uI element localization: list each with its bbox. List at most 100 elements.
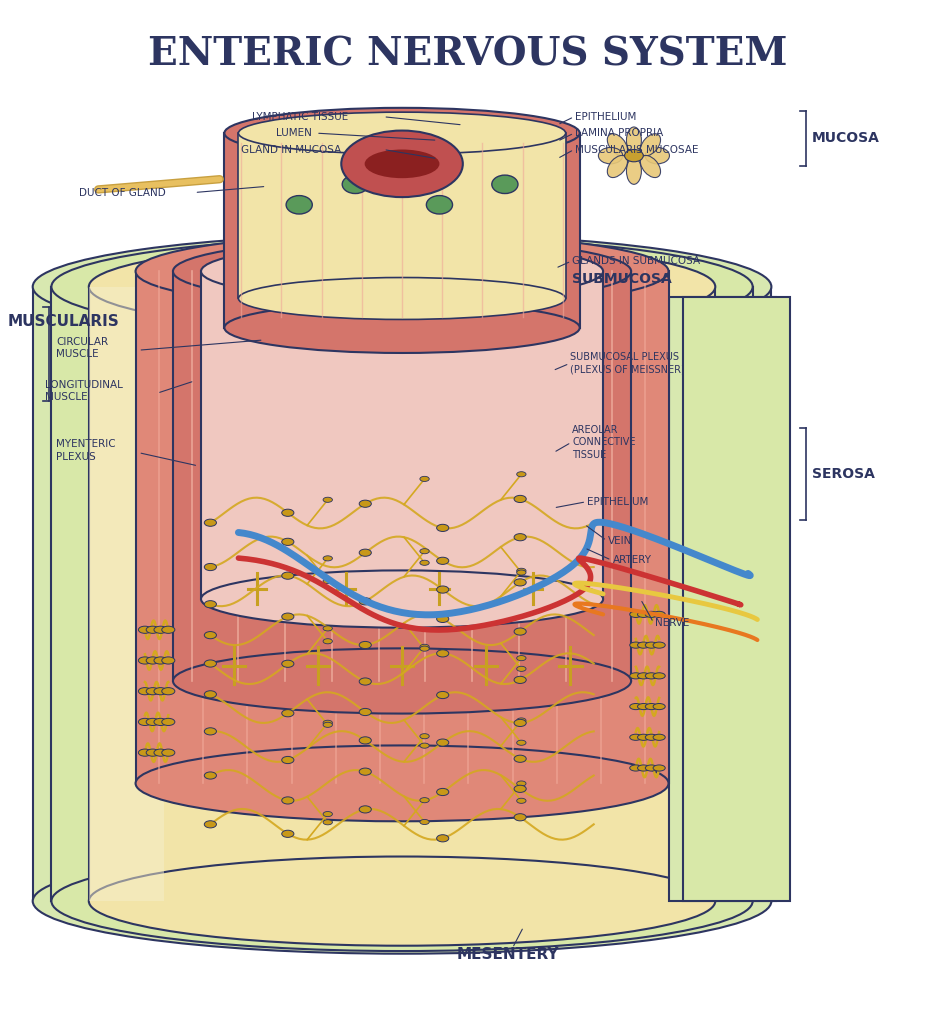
- Ellipse shape: [281, 830, 294, 838]
- Ellipse shape: [645, 765, 657, 771]
- Ellipse shape: [645, 673, 657, 679]
- Ellipse shape: [653, 611, 665, 617]
- Ellipse shape: [645, 611, 657, 617]
- Polygon shape: [51, 287, 753, 901]
- Ellipse shape: [420, 646, 429, 651]
- Ellipse shape: [89, 856, 715, 946]
- Polygon shape: [89, 287, 715, 901]
- Ellipse shape: [138, 688, 151, 694]
- Ellipse shape: [205, 772, 216, 779]
- Ellipse shape: [653, 734, 665, 740]
- Ellipse shape: [437, 739, 449, 746]
- Ellipse shape: [514, 755, 526, 762]
- Polygon shape: [669, 297, 776, 901]
- Ellipse shape: [517, 667, 526, 672]
- Ellipse shape: [630, 703, 642, 710]
- Ellipse shape: [517, 799, 526, 804]
- Ellipse shape: [359, 709, 371, 716]
- Text: SEROSA: SEROSA: [812, 467, 874, 481]
- Ellipse shape: [517, 718, 526, 723]
- Ellipse shape: [638, 611, 650, 617]
- Ellipse shape: [224, 302, 580, 353]
- Ellipse shape: [359, 768, 371, 775]
- Text: MESENTERY: MESENTERY: [456, 947, 559, 962]
- Text: MUSCULARIS: MUSCULARIS: [7, 314, 120, 329]
- Ellipse shape: [420, 476, 429, 481]
- Text: ENTERIC NERVOUS SYSTEM: ENTERIC NERVOUS SYSTEM: [148, 36, 787, 74]
- Ellipse shape: [645, 642, 657, 648]
- Ellipse shape: [608, 134, 627, 156]
- Ellipse shape: [514, 534, 526, 541]
- Polygon shape: [173, 271, 631, 681]
- Ellipse shape: [437, 650, 449, 657]
- Ellipse shape: [630, 765, 642, 771]
- Ellipse shape: [154, 626, 167, 633]
- Ellipse shape: [89, 242, 715, 332]
- Ellipse shape: [359, 500, 371, 507]
- Ellipse shape: [238, 278, 566, 319]
- Ellipse shape: [162, 688, 175, 694]
- Ellipse shape: [342, 175, 368, 194]
- Ellipse shape: [162, 657, 175, 665]
- Ellipse shape: [324, 626, 333, 631]
- Text: EPITHELIUM: EPITHELIUM: [575, 112, 637, 122]
- Text: MUSCULARIS MUCOSAE: MUSCULARIS MUCOSAE: [575, 144, 698, 155]
- Ellipse shape: [238, 113, 566, 154]
- Ellipse shape: [626, 127, 641, 154]
- Ellipse shape: [640, 156, 660, 177]
- Ellipse shape: [281, 660, 294, 668]
- Ellipse shape: [598, 147, 623, 164]
- Ellipse shape: [437, 586, 449, 593]
- Ellipse shape: [281, 509, 294, 516]
- Ellipse shape: [514, 579, 526, 586]
- Ellipse shape: [645, 734, 657, 740]
- Ellipse shape: [324, 498, 333, 503]
- Ellipse shape: [146, 626, 159, 633]
- Ellipse shape: [630, 611, 642, 617]
- Ellipse shape: [51, 851, 753, 951]
- Ellipse shape: [365, 150, 439, 178]
- Polygon shape: [33, 287, 771, 901]
- Ellipse shape: [205, 659, 216, 667]
- Polygon shape: [136, 271, 669, 783]
- Ellipse shape: [154, 750, 167, 756]
- Ellipse shape: [608, 156, 627, 177]
- Ellipse shape: [437, 524, 449, 531]
- Ellipse shape: [201, 570, 603, 628]
- Ellipse shape: [420, 644, 429, 649]
- Ellipse shape: [420, 560, 429, 565]
- Ellipse shape: [286, 196, 312, 214]
- Ellipse shape: [638, 703, 650, 710]
- Ellipse shape: [359, 641, 371, 648]
- Ellipse shape: [281, 797, 294, 804]
- Text: DUCT OF GLAND: DUCT OF GLAND: [79, 187, 166, 198]
- Text: VEIN: VEIN: [608, 536, 632, 546]
- Ellipse shape: [517, 570, 526, 575]
- Ellipse shape: [138, 750, 151, 756]
- Ellipse shape: [517, 781, 526, 786]
- Ellipse shape: [173, 239, 631, 304]
- Ellipse shape: [420, 549, 429, 554]
- Text: GLAND IN MUCOSA: GLAND IN MUCOSA: [241, 144, 341, 155]
- Ellipse shape: [514, 785, 526, 793]
- Ellipse shape: [420, 733, 429, 738]
- Ellipse shape: [514, 496, 526, 503]
- Ellipse shape: [341, 131, 463, 197]
- Ellipse shape: [653, 765, 665, 771]
- Ellipse shape: [162, 626, 175, 633]
- Ellipse shape: [205, 563, 216, 570]
- Polygon shape: [238, 133, 566, 299]
- Text: LYMPHATIC TISSUE: LYMPHATIC TISSUE: [252, 112, 349, 122]
- Text: ARTERY: ARTERY: [612, 555, 652, 565]
- Ellipse shape: [154, 657, 167, 665]
- Ellipse shape: [630, 642, 642, 648]
- Ellipse shape: [205, 519, 216, 526]
- Ellipse shape: [33, 849, 771, 953]
- Ellipse shape: [638, 734, 650, 740]
- Ellipse shape: [626, 158, 641, 184]
- Ellipse shape: [359, 598, 371, 605]
- Ellipse shape: [517, 740, 526, 745]
- Ellipse shape: [281, 572, 294, 580]
- Ellipse shape: [224, 108, 580, 159]
- Ellipse shape: [625, 150, 643, 162]
